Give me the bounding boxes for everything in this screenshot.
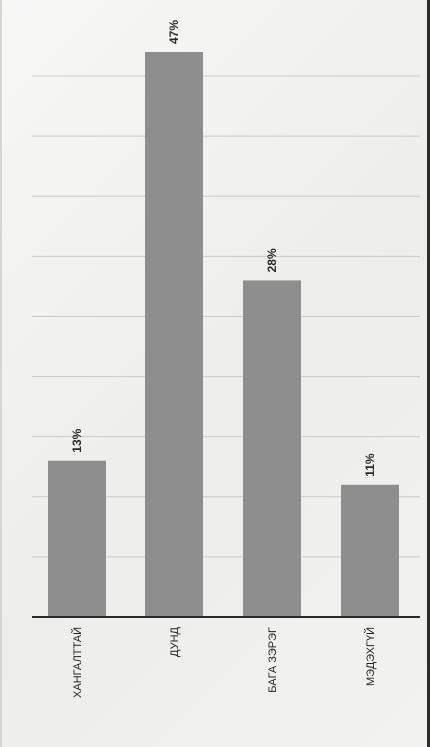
- data-label-4: 11%: [363, 453, 377, 477]
- data-label-1: 13%: [70, 428, 84, 452]
- data-label-3: 28%: [265, 248, 279, 272]
- bar-1: [48, 460, 106, 617]
- bar-3: [243, 280, 301, 617]
- category-label-3: БАГА ЗЭРЭГ: [267, 627, 279, 693]
- bar-4: [341, 484, 399, 617]
- data-labels: 13% 47% 28% 11%: [70, 20, 377, 477]
- category-label-1: ХАНГАЛТТАЙ: [71, 627, 84, 698]
- category-label-2: ДУНД: [169, 626, 181, 657]
- category-label-4: МЭДЭХГҮЙ: [364, 627, 377, 686]
- category-labels: ХАНГАЛТТАЙ ДУНД БАГА ЗЭРЭГ МЭДЭХГҮЙ: [71, 626, 377, 697]
- data-label-2: 47%: [167, 20, 181, 44]
- bars: [48, 52, 399, 617]
- bar-2: [145, 52, 203, 617]
